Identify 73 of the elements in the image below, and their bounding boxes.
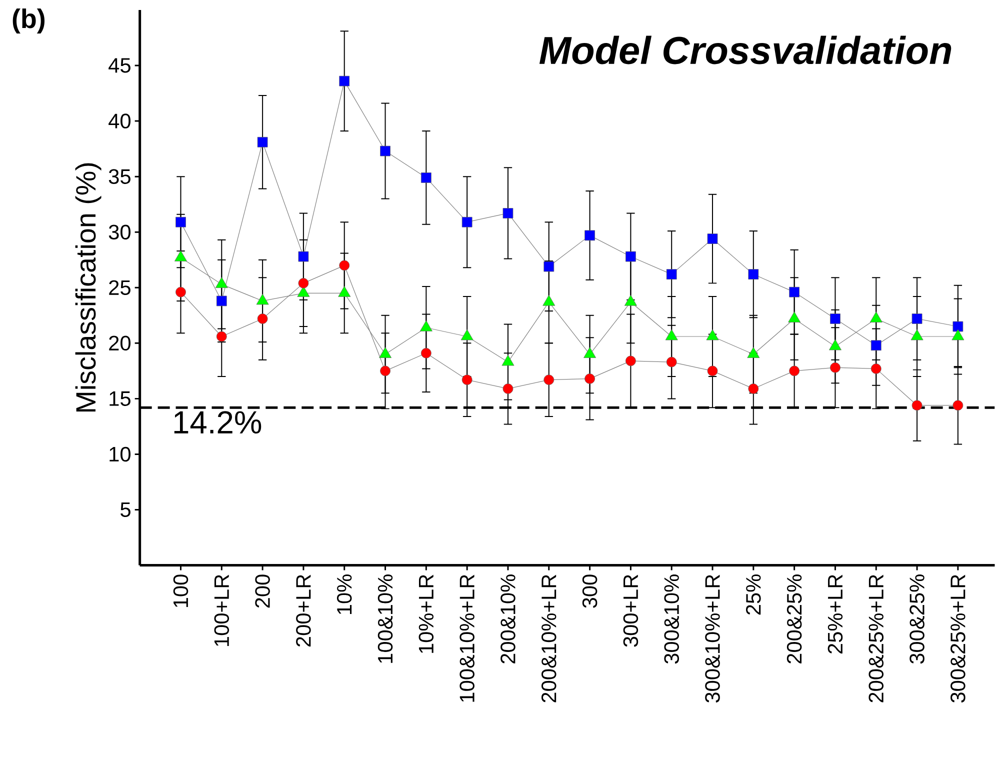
x-tick-label: 25% (746, 574, 761, 615)
y-tick-label: 20 (109, 336, 130, 351)
y-tick-label: 10 (110, 446, 130, 462)
point (462, 216, 472, 228)
x-tick-label: 200&10%+LR (541, 574, 556, 702)
x-tick-label: 300&25%+LR (950, 574, 966, 703)
point (626, 251, 636, 262)
point (380, 146, 390, 156)
point (789, 286, 800, 298)
y-axis-title: Misclassification (%) (75, 163, 102, 412)
x-tick-label: 100 (173, 574, 188, 608)
x-tick-label: 300&10%+LR (705, 574, 720, 703)
point (176, 286, 186, 298)
point (257, 136, 268, 148)
point (216, 331, 227, 342)
point (666, 356, 677, 368)
y-tick-label: 25 (109, 280, 130, 296)
y-tick-label: 5 (120, 502, 130, 518)
y-tick-label: 15 (110, 391, 130, 406)
y-tick-label: 35 (108, 169, 130, 184)
x-tick-label: 100&10% (378, 574, 393, 663)
point (544, 261, 554, 272)
x-tick-label: 25%+LR (828, 574, 843, 654)
x-tick-label: 10%+LR (418, 574, 434, 653)
point (544, 374, 554, 385)
point (462, 374, 472, 385)
point (830, 314, 840, 324)
point (176, 216, 186, 228)
x-tick-label: 300+LR (623, 574, 638, 647)
x-tick-label: 200&25%+LR (868, 574, 884, 702)
point (420, 348, 432, 358)
point (420, 172, 432, 183)
ref-line-label: 14.2% (174, 411, 262, 434)
x-tick-label: 100+LR (214, 574, 230, 646)
point (584, 373, 595, 384)
point (339, 260, 350, 271)
y-tick-label: 30 (108, 224, 130, 240)
point (380, 366, 390, 376)
point (626, 356, 636, 366)
point (339, 76, 350, 86)
x-tick-label: 200&25% (786, 574, 802, 664)
point (748, 383, 759, 394)
x-tick-label: 300&25% (910, 574, 924, 664)
point (830, 362, 840, 373)
point (666, 269, 677, 280)
y-tick-label: 40 (108, 114, 130, 128)
point (952, 400, 964, 411)
point (912, 400, 922, 411)
point (707, 366, 718, 376)
y-tick-label: 45 (108, 58, 130, 73)
x-tick-label: 200&10% (500, 574, 516, 664)
point (298, 278, 309, 288)
point (912, 314, 922, 324)
x-tick-label: 200 (255, 574, 270, 608)
x-tick-label: 10% (336, 574, 352, 614)
point (748, 269, 759, 280)
point (707, 234, 718, 244)
x-tick-label: 300&10% (664, 574, 679, 664)
point (298, 251, 309, 262)
x-tick-label: 300 (582, 574, 598, 608)
point (216, 296, 227, 306)
point (584, 230, 595, 241)
x-tick-label: 100&10%+LR (460, 574, 474, 702)
point (870, 363, 882, 374)
x-tick-label: 200+LR (296, 574, 311, 647)
point (502, 383, 514, 394)
text: (b) (12, 8, 44, 34)
text: Model Crossvalidation (539, 36, 952, 64)
point (257, 314, 268, 324)
point (952, 321, 964, 332)
point (870, 340, 882, 351)
point (789, 366, 800, 376)
point (502, 208, 514, 218)
